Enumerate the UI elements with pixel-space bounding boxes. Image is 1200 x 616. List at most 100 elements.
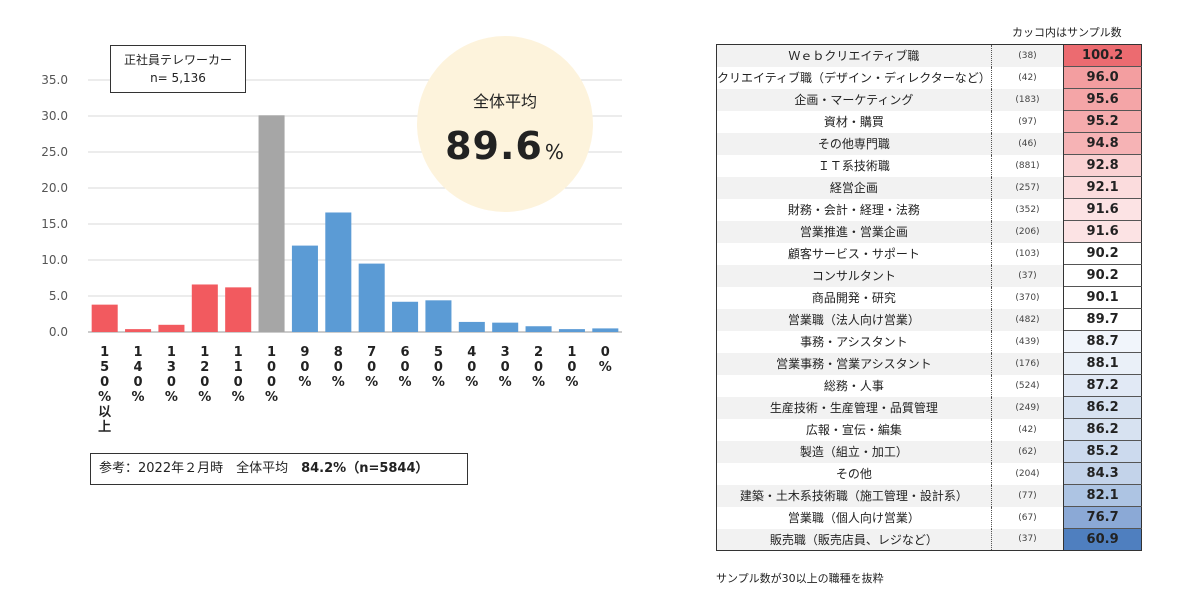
table-row: 財務・会計・経理・法務 (352) 91.6 — [717, 198, 1142, 221]
sample-size: (46) — [990, 132, 1064, 155]
sample-size: (206) — [990, 220, 1064, 243]
table-row: 顧客サービス・サポート (103) 90.2 — [717, 242, 1142, 265]
occupation-value: 60.9 — [1063, 528, 1142, 551]
bar-chart: 0.0 5.0 10.0 15.0 20.0 25.0 30.0 35.0 1 5 0 %以上 1 4 0… — [41, 73, 622, 435]
occupation-name: 事務・アシスタント — [800, 335, 908, 349]
reference-prefix: 参考：2022年２月時 全体平均 — [99, 461, 302, 476]
occupation-value: 86.2 — [1063, 418, 1142, 441]
sample-size: (881) — [990, 154, 1064, 177]
table-row: コンサルタント (37) 90.2 — [716, 264, 1142, 287]
y-tick-label: 35.0 — [41, 73, 68, 87]
occupation-table: Ｗｅｂクリエイティブ職 (38) 100.2 クリエイティブ職（デザイン・ディレクター… — [716, 44, 1142, 551]
table-row: クリエイティブ職（デザイン・ディレクターなど） (42) 96.0 — [717, 66, 1142, 89]
occupation-value: 90.2 — [1063, 264, 1142, 287]
y-tick-label: 15.0 — [41, 217, 68, 231]
table-row: 営業職（法人向け営業） (482) 89.7 — [716, 308, 1142, 331]
legend-line-2: n= 5,136 — [150, 71, 206, 85]
chart-legend: 正社員テレワーカー n= 5,136 — [110, 45, 246, 93]
occupation-value: 84.3 — [1063, 462, 1142, 485]
table-row: 総務・人事 (524) 87.2 — [717, 374, 1142, 397]
x-tick-label: 9 0% — [298, 345, 311, 390]
sample-size: (42) — [990, 66, 1064, 89]
occupation-name: Ｗｅｂクリエイティブ職 — [716, 44, 992, 67]
y-tick-label: 25.0 — [41, 145, 68, 159]
occupation-name: 顧客サービス・サポート — [787, 247, 920, 261]
table-row: その他専門職 (46) 94.8 — [716, 132, 1142, 155]
occupation-value: 100.2 — [1063, 44, 1142, 67]
table-row: その他 (204) 84.3 — [717, 462, 1142, 485]
sample-size: (176) — [990, 352, 1064, 375]
sample-size: (103) — [990, 242, 1064, 265]
occupation-value: 92.1 — [1063, 176, 1142, 199]
sample-size: (38) — [990, 44, 1064, 67]
occupation-name: 販売職（販売店員、レジなど） — [716, 528, 992, 551]
occupation-name: 商品開発・研究 — [811, 291, 896, 305]
table-row: 企画・マーケティング (183) 95.6 — [716, 88, 1142, 111]
occupation-name: ＩＴ系技術職 — [817, 159, 890, 173]
occupation-name: 広報・宣伝・編集 — [805, 423, 902, 437]
sample-size: (42) — [990, 418, 1064, 441]
y-tick-label: 20.0 — [41, 181, 68, 195]
bar — [125, 329, 152, 332]
occupation-value: 91.6 — [1063, 220, 1142, 243]
x-tick-label: 3 0% — [499, 345, 512, 390]
x-tick-label: 1 0% — [565, 345, 578, 390]
occupation-name: 営業職（個人向け営業） — [787, 511, 920, 525]
x-tick-label: 8 0% — [332, 345, 345, 390]
y-tick-label: 5.0 — [49, 289, 68, 303]
x-tick-label: 1 2 0% — [198, 345, 211, 405]
bar — [258, 115, 285, 332]
sample-size: (249) — [990, 396, 1064, 419]
sample-size: (37) — [990, 528, 1064, 551]
x-tick-label: 2 0% — [532, 345, 545, 390]
sample-size: (524) — [990, 374, 1064, 397]
table-row: 営業推進・営業企画 (206) 91.6 — [716, 220, 1142, 243]
table-row: 販売職（販売店員、レジなど） (37) 60.9 — [716, 528, 1142, 551]
bar — [291, 245, 318, 332]
y-tick-label: 30.0 — [41, 109, 68, 123]
table-row: 広報・宣伝・編集 (42) 86.2 — [717, 418, 1142, 441]
bar — [392, 301, 419, 332]
x-tick-label: 6 0% — [399, 345, 412, 390]
average-value: 89.6% — [417, 124, 593, 168]
occupation-value: 94.8 — [1063, 132, 1142, 155]
x-axis: 1 5 0 %以上 1 4 0 % 1 3 0 % 1 2 0 % 1 1 0 % 1 0 0 % 9 0 % 8 0 % 7 0 % 6 0 % 5 0… — [98, 345, 612, 435]
bar — [558, 329, 585, 332]
occupation-value: 95.2 — [1063, 110, 1142, 133]
occupation-value: 90.1 — [1063, 286, 1142, 309]
sample-size: (183) — [990, 88, 1064, 111]
occupation-name: 製造（組立・加工） — [716, 440, 992, 463]
x-tick-label: 1 1 0% — [232, 345, 245, 405]
reference-box: 参考：2022年２月時 全体平均 84.2%（n=5844） — [90, 453, 468, 485]
table-row: 経営企画 (257) 92.1 — [716, 176, 1142, 199]
table-caption: カッコ内はサンプル数 — [1012, 26, 1122, 39]
occupation-value: 96.0 — [1063, 66, 1142, 89]
bar — [191, 284, 218, 332]
occupation-value: 85.2 — [1063, 440, 1142, 463]
occupation-name: クリエイティブ職（デザイン・ディレクターなど） — [717, 71, 991, 85]
bar — [592, 328, 619, 332]
occupation-value: 90.2 — [1063, 242, 1142, 265]
table-row: 生産技術・生産管理・品質管理 (249) 86.2 — [716, 396, 1142, 419]
sample-size: (439) — [990, 330, 1064, 353]
bar — [225, 287, 252, 332]
sample-size: (62) — [990, 440, 1064, 463]
table-row: ＩＴ系技術職 (881) 92.8 — [717, 154, 1142, 177]
bar — [458, 321, 485, 332]
x-tick-label: 7 0% — [365, 345, 378, 390]
chart-grid — [88, 79, 622, 333]
occupation-name: 財務・会計・経理・法務 — [787, 203, 920, 217]
average-label: 全体平均 — [472, 92, 537, 111]
sample-size: (204) — [990, 462, 1064, 485]
table-row: 製造（組立・加工） (62) 85.2 — [716, 440, 1142, 463]
occupation-value: 88.1 — [1063, 352, 1142, 375]
occupation-name: その他専門職 — [716, 132, 992, 155]
x-tick-label: 5 0% — [432, 345, 445, 390]
occupation-value: 89.7 — [1063, 308, 1142, 331]
bar — [91, 304, 118, 332]
occupation-name: その他 — [835, 467, 872, 481]
table-row: 事務・アシスタント (439) 88.7 — [717, 330, 1142, 353]
bar — [325, 212, 352, 332]
y-tick-label: 0.0 — [49, 325, 68, 339]
bar — [425, 300, 452, 332]
